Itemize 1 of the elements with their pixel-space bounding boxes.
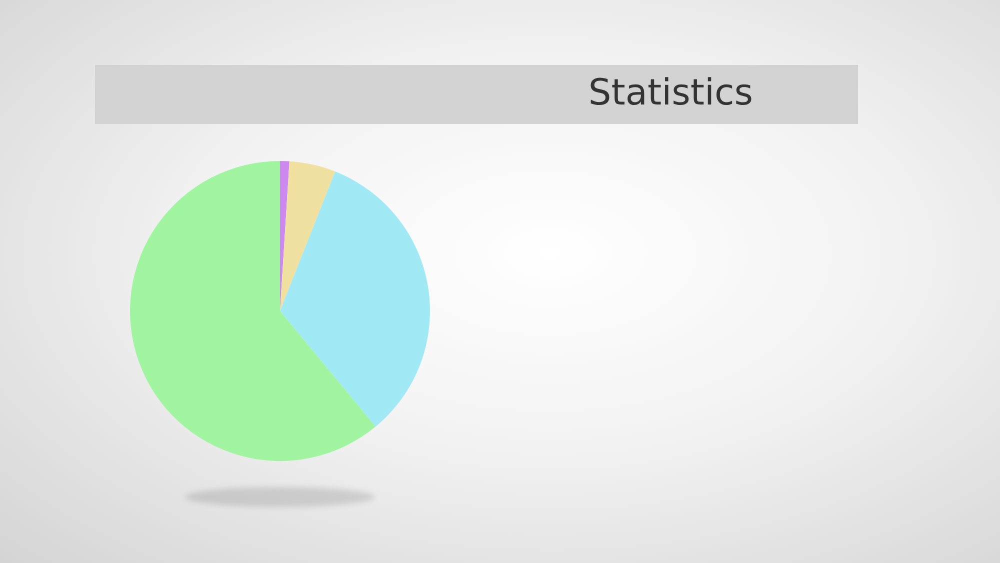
text: Statistics bbox=[588, 72, 754, 114]
